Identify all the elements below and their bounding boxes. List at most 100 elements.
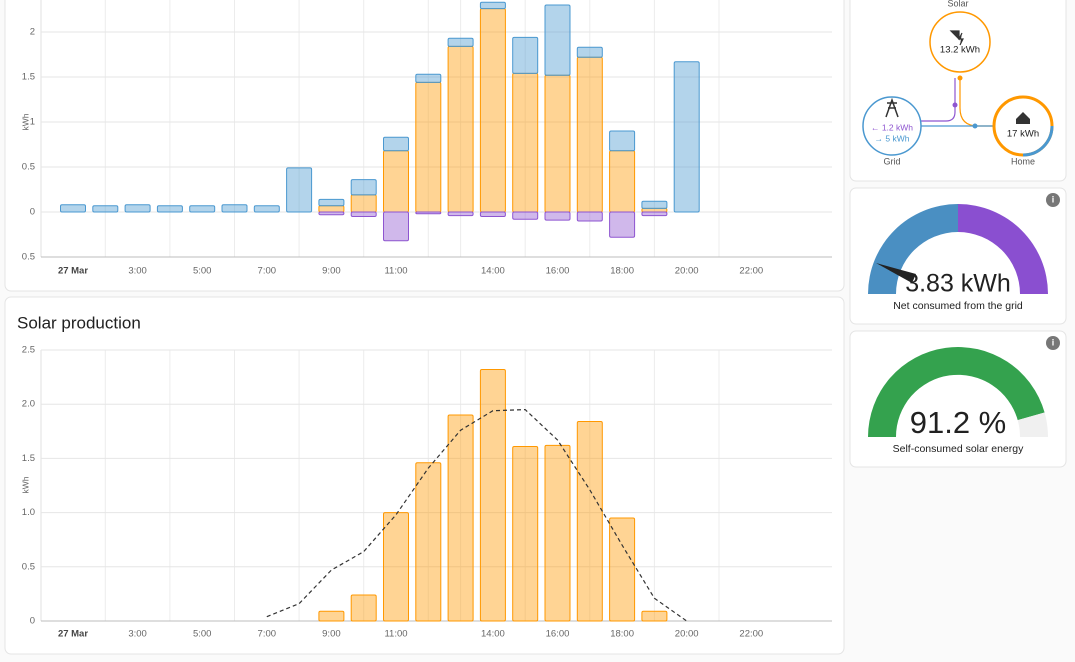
bar	[641, 207, 668, 213]
bar	[609, 130, 636, 152]
bar	[350, 211, 377, 217]
x-tick-label: 14:00	[481, 266, 505, 277]
y-tick-label: 0	[30, 207, 35, 218]
grid-returned: ← 1.2 kWh	[871, 122, 913, 132]
bar	[318, 198, 345, 207]
x-tick-label: 20:00	[675, 266, 699, 277]
bar	[576, 421, 603, 622]
gauge-card	[849, 330, 1067, 468]
gauge-fill	[868, 347, 1045, 437]
bar	[479, 8, 506, 213]
forecast-line	[266, 409, 688, 622]
bar	[383, 150, 409, 213]
gauge-consumed	[868, 204, 958, 294]
y-axis-label: kWh	[20, 476, 30, 493]
y-tick-label: 1.0	[22, 507, 35, 518]
flow-dot	[952, 102, 958, 108]
bar	[350, 194, 377, 213]
node-label: Home	[1011, 156, 1035, 166]
bar	[318, 610, 345, 622]
x-tick-label: 3:00	[128, 266, 147, 277]
flow-dot	[957, 75, 963, 81]
x-tick-label: 16:00	[546, 629, 570, 640]
x-tick-label: 16:00	[546, 266, 570, 277]
x-tick-label: 11:00	[384, 629, 407, 640]
bar	[609, 150, 636, 213]
bar	[286, 167, 313, 213]
bar	[350, 594, 377, 622]
bar	[318, 205, 345, 213]
bar	[415, 211, 442, 215]
x-tick-label: 20:00	[675, 629, 699, 640]
bar	[415, 73, 442, 83]
bar	[641, 211, 668, 217]
bar	[415, 81, 442, 213]
x-tick-label: 22:00	[739, 266, 763, 277]
solar-grid-flow	[921, 78, 956, 122]
x-tick-label: 27 Mar	[58, 629, 88, 640]
bar	[383, 136, 409, 152]
home-grid-share	[1022, 125, 1054, 157]
y-tick-label: 1	[30, 117, 35, 128]
bar	[447, 45, 474, 213]
grid-consumed: → 5 kWh	[875, 133, 910, 143]
x-tick-label: 27 Mar	[58, 266, 88, 277]
bar	[221, 204, 248, 213]
x-tick-label: 5:00	[193, 629, 212, 640]
y-tick-label: 2.0	[22, 399, 35, 410]
y-tick-label: 0.5	[22, 162, 35, 173]
info-glyph: i	[1052, 194, 1055, 204]
bar	[576, 211, 603, 222]
bar	[544, 4, 571, 76]
bar	[383, 512, 409, 622]
y-tick-label: 0.5	[22, 561, 35, 572]
y-axis-label: kWh	[20, 113, 30, 130]
gauge-needle	[876, 263, 916, 283]
bar	[512, 36, 539, 74]
info-glyph: i	[1052, 337, 1055, 347]
gauge-returned	[958, 204, 1048, 294]
x-tick-label: 11:00	[384, 266, 407, 277]
y-tick-label: 0	[30, 616, 35, 627]
card-title: Solar production	[17, 313, 141, 332]
gauge-label: Self-consumed solar energy	[893, 443, 1024, 455]
bar	[641, 610, 668, 622]
gauge-value: 91.2 %	[910, 405, 1007, 440]
info-icon[interactable]	[1046, 336, 1060, 350]
bar	[415, 462, 442, 622]
gauge-rest	[1017, 412, 1048, 437]
node-value: 17 kWh	[1007, 129, 1039, 140]
flow-dot	[972, 123, 978, 129]
grid-icon	[885, 97, 899, 118]
info-icon[interactable]	[1046, 193, 1060, 207]
bar	[447, 37, 474, 47]
bar	[609, 211, 636, 238]
bar	[156, 205, 183, 213]
x-tick-label: 5:00	[193, 266, 212, 277]
bar	[609, 517, 636, 622]
bar	[124, 204, 151, 213]
charts: 0.5 0 0.5 1 1.5 2 kWh 27 Mar 3:00 5:00 7:00 9:00 11:…	[20, 0, 832, 640]
y-tick-label: 2	[30, 27, 35, 38]
home-icon	[1016, 112, 1030, 124]
x-tick-label: 9:00	[322, 266, 341, 277]
node-label: Grid	[883, 156, 900, 166]
bar	[383, 211, 409, 242]
bar	[512, 72, 539, 213]
bar	[479, 211, 506, 217]
y-tick-label: 2.5	[22, 345, 35, 356]
x-tick-label: 9:00	[322, 629, 341, 640]
y-tick-label: 1.5	[22, 72, 35, 83]
x-tick-label: 7:00	[258, 629, 277, 640]
node-value: 13.2 kWh	[940, 45, 980, 56]
bar	[60, 204, 86, 213]
x-tick-label: 18:00	[610, 629, 634, 640]
x-tick-label: 3:00	[128, 629, 147, 640]
x-tick-label: 22:00	[739, 629, 763, 640]
grid-node	[862, 96, 922, 156]
gauge-value: 3.83 kWh	[905, 270, 1011, 298]
gauge-label: Net consumed from the grid	[893, 300, 1023, 312]
bar	[479, 369, 506, 622]
node-label: Solar	[947, 0, 968, 8]
bar	[350, 179, 377, 196]
